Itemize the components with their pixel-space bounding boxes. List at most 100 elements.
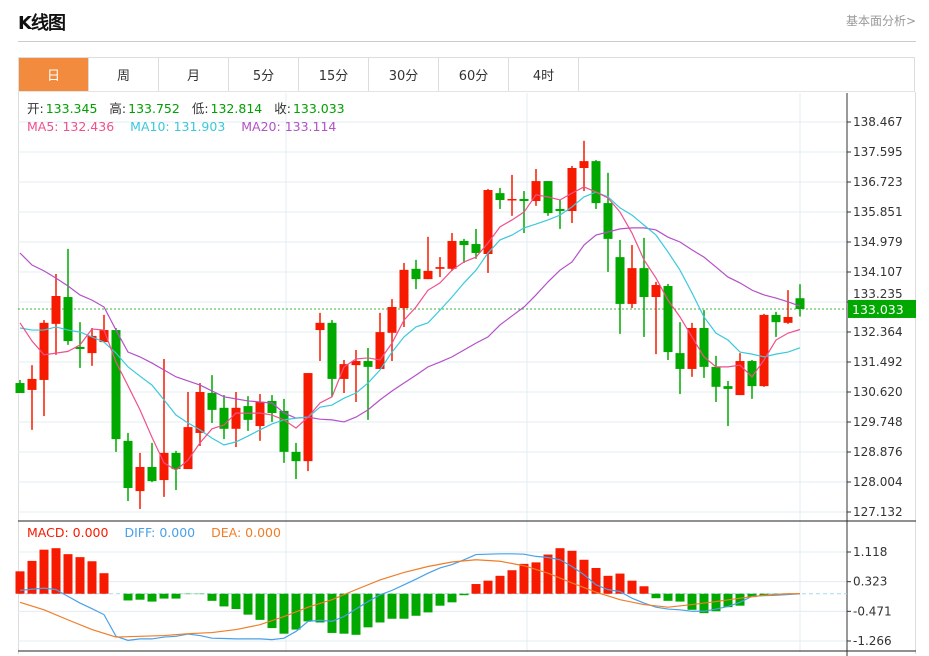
y-tick-label: 128.004: [853, 475, 903, 489]
candle-body: [279, 410, 289, 452]
macd-bar: [579, 559, 589, 594]
tab-4hour[interactable]: 4时: [509, 58, 579, 91]
y-tick-label: 130.620: [853, 385, 903, 399]
candle: [63, 248, 73, 345]
candle-body: [627, 268, 637, 304]
candle-body: [519, 198, 529, 202]
tab-60min[interactable]: 60分: [439, 58, 509, 91]
tab-week[interactable]: 周: [89, 58, 159, 91]
candle-body: [555, 208, 565, 212]
timeframe-tabs: 日 周 月 5分 15分 30分 60分 4时: [18, 57, 915, 92]
candle: [495, 187, 505, 209]
macd-bar: [675, 593, 685, 602]
candle: [759, 313, 769, 387]
macd-bar: [687, 593, 697, 610]
close-label: 收:: [274, 101, 291, 116]
macd-bar: [663, 593, 673, 601]
candle: [579, 140, 589, 192]
candle-body: [591, 161, 601, 204]
macd-bar: [87, 561, 97, 594]
candle: [267, 395, 277, 422]
tab-month[interactable]: 月: [159, 58, 229, 91]
macd-y-tick-label: 0.323: [853, 575, 887, 589]
candle-body: [327, 322, 337, 379]
candle: [795, 284, 805, 317]
fundamental-analysis-link[interactable]: 基本面分析>: [845, 14, 916, 28]
tab-day[interactable]: 日: [19, 58, 89, 91]
candle: [87, 327, 97, 366]
candle-body: [159, 452, 169, 481]
page-title: K线图: [18, 13, 66, 34]
macd-bar: [459, 593, 469, 596]
tab-15min[interactable]: 15分: [299, 58, 369, 91]
candle: [327, 320, 337, 397]
ma10-value: MA10: 131.903: [130, 119, 226, 134]
candle: [15, 379, 25, 394]
candle: [231, 391, 241, 448]
candle-body: [531, 181, 541, 202]
candle: [339, 359, 349, 394]
macd-bar: [27, 560, 37, 594]
candle-body: [471, 244, 481, 253]
candle: [771, 311, 781, 337]
candle-body: [483, 190, 493, 255]
candle-body: [459, 240, 469, 246]
macd-bar: [255, 593, 265, 620]
candle-body: [255, 401, 265, 427]
candle-body: [567, 168, 577, 212]
candle-body: [75, 346, 85, 349]
macd-bar: [39, 549, 49, 594]
ma20-line: [19, 227, 801, 423]
tab-5min[interactable]: 5分: [229, 58, 299, 91]
low-label: 低:: [191, 101, 209, 116]
diff-line: [19, 553, 801, 642]
macd-bar: [279, 593, 289, 634]
y-tick-label: 132.364: [853, 325, 903, 339]
candle-body: [291, 451, 301, 462]
macd-legend: MACD: 0.000 DIFF: 0.000 DEA: 0.000: [27, 525, 283, 540]
candle-body: [207, 393, 217, 410]
candle: [591, 160, 601, 209]
candle: [675, 322, 685, 395]
macd-bar: [51, 548, 61, 594]
candle-body: [699, 327, 709, 367]
macd-y-tick-label: -1.266: [853, 634, 892, 648]
candle: [255, 394, 265, 441]
candle: [507, 174, 517, 216]
macd-bar: [519, 563, 529, 594]
dea-value: DEA: 0.000: [211, 525, 281, 540]
tab-30min[interactable]: 30分: [369, 58, 439, 91]
candle: [699, 310, 709, 378]
candle: [471, 228, 481, 259]
candle: [195, 383, 205, 447]
dea-line: [19, 559, 800, 638]
macd-bar: [399, 593, 409, 619]
macd-bar: [387, 593, 397, 619]
candle-body: [759, 314, 769, 387]
macd-bar: [711, 593, 721, 612]
macd-bar: [603, 575, 613, 594]
candle: [99, 314, 109, 343]
current-price-tag: [848, 299, 916, 318]
candle-body: [111, 330, 121, 440]
candle: [423, 236, 433, 280]
candle-body: [123, 440, 133, 488]
macd-bar: [99, 573, 109, 594]
candle-body: [387, 307, 397, 333]
macd-bar: [147, 593, 157, 602]
macd-bar: [639, 586, 649, 594]
candle: [147, 442, 157, 483]
candle: [303, 373, 313, 472]
candle: [543, 181, 553, 216]
candle: [399, 262, 409, 327]
macd-bar: [207, 593, 217, 601]
macd-bar: [363, 593, 373, 628]
macd-bar: [243, 593, 253, 615]
candle: [363, 347, 373, 420]
macd-bar: [339, 593, 349, 634]
candle: [603, 172, 613, 272]
candle-body: [675, 353, 685, 369]
candle: [447, 233, 457, 271]
candle-body: [771, 314, 781, 323]
